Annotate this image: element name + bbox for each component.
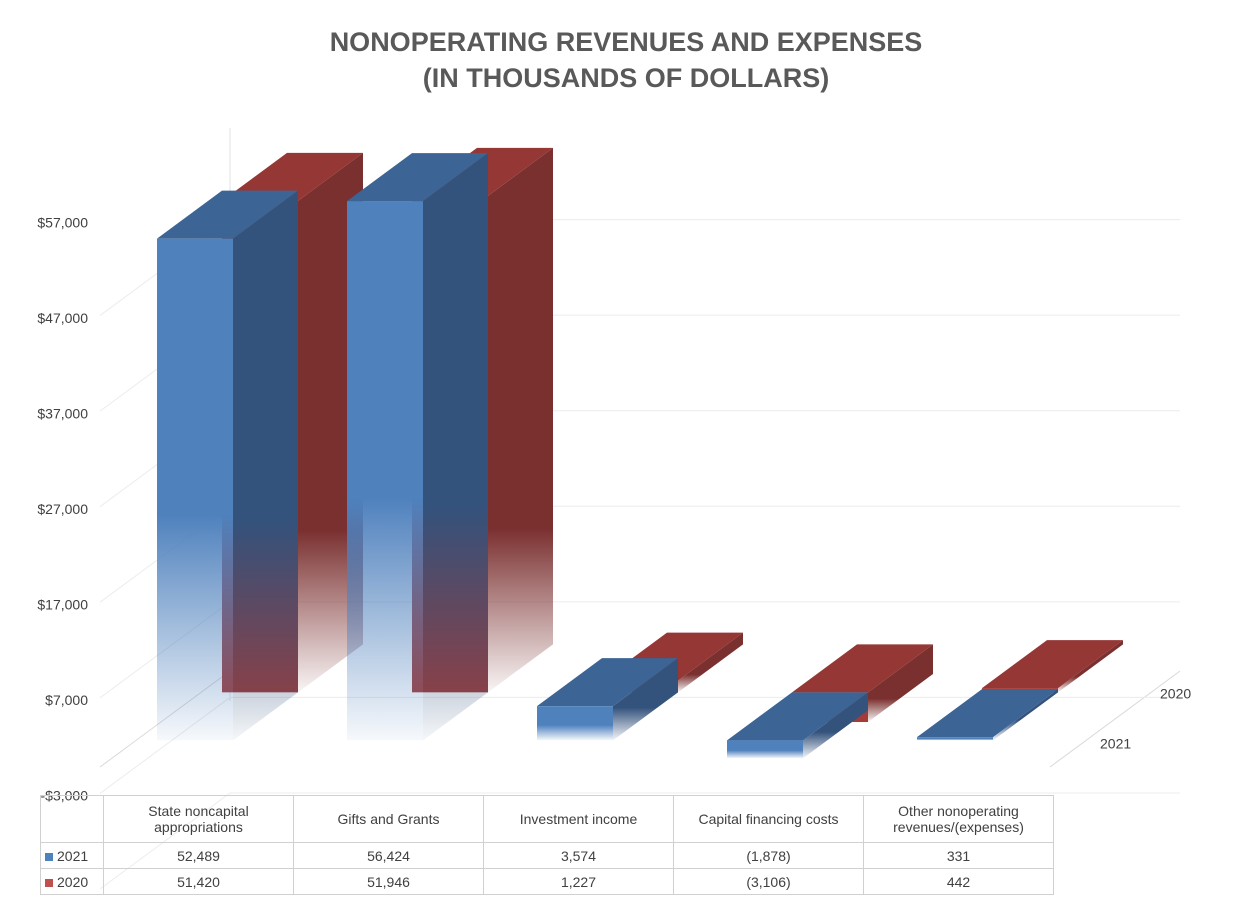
data-label: 51,946	[293, 868, 484, 895]
bar-side	[868, 644, 933, 723]
data-label: 52,489	[103, 842, 294, 869]
bar-front	[347, 201, 423, 741]
chart-title: NONOPERATING REVENUES AND EXPENSES	[330, 27, 923, 57]
bar	[537, 658, 678, 741]
category-label: State noncapital appropriations	[103, 795, 294, 843]
bar-top	[537, 658, 678, 707]
data-label: (3,106)	[673, 868, 864, 895]
bar	[157, 190, 298, 741]
chart-title: (IN THOUSANDS OF DOLLARS)	[423, 63, 829, 93]
bar-top	[792, 644, 933, 693]
bar-side	[613, 658, 678, 741]
data-label: (1,878)	[673, 842, 864, 869]
bar-top	[917, 689, 1058, 738]
bar-top	[727, 692, 868, 741]
category-label: Gifts and Grants	[293, 795, 484, 843]
bar-top	[347, 153, 488, 202]
floor-edge	[1049, 670, 1181, 768]
legend-swatch	[45, 878, 53, 887]
depth-label: 2021	[1100, 736, 1131, 752]
data-label: 56,424	[293, 842, 484, 869]
data-table: State noncapital appropriations Gifts and…	[40, 795, 1054, 895]
bar-front	[157, 238, 233, 741]
corner-cell	[40, 795, 104, 843]
y-tick-label: $37,000	[37, 405, 88, 421]
legend-swatch	[45, 852, 53, 861]
bar-top	[222, 152, 363, 201]
bar-side	[803, 692, 868, 759]
bar-side	[233, 190, 298, 741]
bar-side	[488, 147, 553, 693]
data-label: 51,420	[103, 868, 294, 895]
data-label: 3,574	[483, 842, 674, 869]
legend-entry: 2021	[40, 842, 104, 869]
category-label: Investment income	[483, 795, 674, 843]
bar-side	[423, 153, 488, 741]
category-label: Other nonoperating revenues/(expenses)	[863, 795, 1054, 843]
bar-front	[917, 737, 993, 741]
y-tick-label: $27,000	[37, 501, 88, 517]
y-tick-label: $57,000	[37, 214, 88, 230]
bar-top	[157, 190, 298, 239]
bar	[917, 689, 1058, 741]
bar	[982, 640, 1123, 693]
y-tick-label: $7,000	[45, 692, 88, 708]
legend-label: 2021	[57, 847, 89, 864]
bar-top	[982, 640, 1123, 689]
bar-side	[993, 689, 1058, 741]
bar-front	[727, 740, 803, 759]
depth-label: 2020	[1160, 686, 1191, 702]
data-label: 1,227	[483, 868, 674, 895]
bar-side	[678, 632, 743, 693]
legend-entry: 2020	[40, 868, 104, 895]
data-label: 442	[863, 868, 1054, 895]
category-label: Capital financing costs	[673, 795, 864, 843]
y-tick-label: $47,000	[37, 310, 88, 326]
bar-side	[298, 152, 363, 693]
bar-side	[1058, 640, 1123, 693]
bar	[347, 153, 488, 741]
data-label: 331	[863, 842, 1054, 869]
legend-label: 2020	[57, 873, 89, 890]
y-tick-label: $17,000	[37, 597, 88, 613]
bar	[727, 692, 868, 759]
bar-front	[537, 706, 613, 741]
